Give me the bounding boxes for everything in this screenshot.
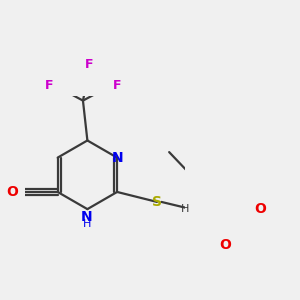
Text: O: O bbox=[254, 202, 266, 216]
Text: O: O bbox=[6, 185, 18, 199]
Text: N: N bbox=[111, 151, 123, 165]
Text: F: F bbox=[85, 58, 94, 71]
Text: H: H bbox=[82, 218, 91, 229]
Text: F: F bbox=[45, 79, 53, 92]
Text: S: S bbox=[152, 195, 162, 209]
Text: N: N bbox=[81, 210, 93, 224]
Text: H: H bbox=[181, 204, 189, 214]
Text: F: F bbox=[112, 79, 121, 92]
Text: O: O bbox=[220, 238, 232, 252]
